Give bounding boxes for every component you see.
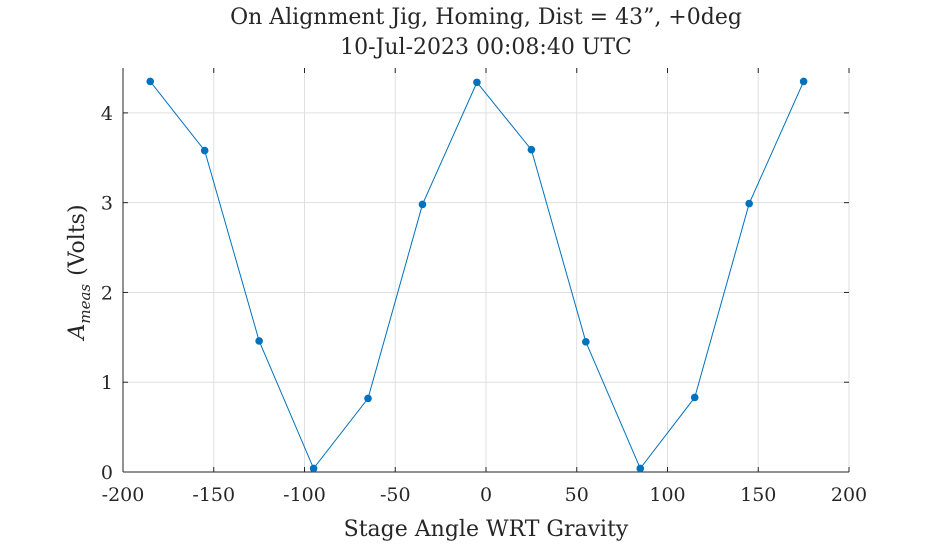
x-tick-label: 100 [649,484,685,506]
series-line [149,81,805,470]
series-layer [146,77,808,473]
data-point [582,338,590,346]
data-point [745,199,753,208]
data-point [527,145,536,154]
data-point [255,337,263,345]
data-point [146,77,155,86]
axes [122,68,850,473]
y-tick-label: 4 [101,103,113,125]
data-point [200,146,209,155]
grid [122,68,850,473]
chart-title: On Alignment Jig, Homing, Dist = 43”, +0… [230,5,742,30]
x-tick-label: 200 [831,484,867,506]
data-point [473,78,481,87]
y-tick-labels: 0 1 2 3 4 [101,103,113,484]
y-axis-label: Ameas (Volts) [65,204,94,341]
x-tick-label: -150 [192,484,235,506]
y-tick-label: 1 [101,372,113,394]
x-tick-label: -50 [380,484,411,506]
x-tick-label: -200 [102,484,145,506]
data-point [364,394,372,403]
chart-subtitle: 10-Jul-2023 00:08:40 UTC [340,35,632,60]
x-tick-label: 50 [565,484,589,506]
data-point [636,464,645,473]
y-axis-units: (Volts) [65,204,90,275]
data-point [418,200,427,209]
x-tick-label: 0 [480,484,492,506]
data-point [690,393,699,402]
x-tick-labels: -200 -150 -100 -50 0 50 100 150 200 [102,484,867,506]
data-point [799,77,808,86]
data-point [309,464,318,473]
x-tick-label: -100 [283,484,326,506]
y-tick-label: 3 [101,193,113,215]
y-axis-symbol: A [65,324,90,342]
y-tick-label: 0 [101,462,113,484]
y-tick-label: 2 [101,282,113,304]
x-axis-label: Stage Angle WRT Gravity [344,517,629,542]
x-tick-label: 150 [740,484,776,506]
y-axis-subscript: meas [76,284,94,324]
